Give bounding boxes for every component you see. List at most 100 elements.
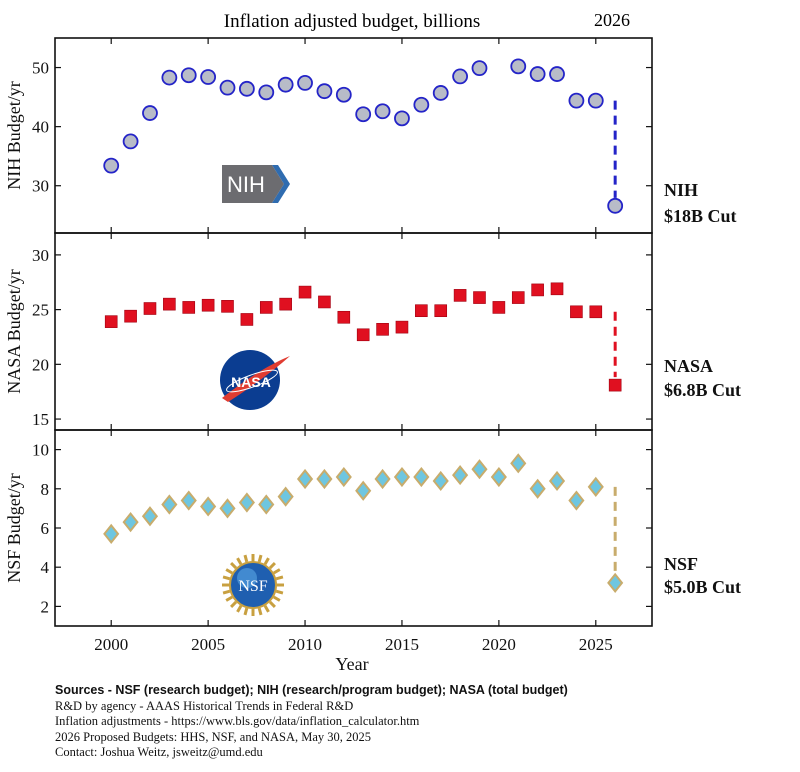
data-point: [103, 523, 120, 544]
data-point: [434, 304, 448, 318]
data-point: [161, 494, 178, 515]
data-point: [587, 476, 604, 497]
data-point: [355, 106, 372, 123]
data-point: [163, 297, 176, 311]
data-point: [511, 291, 525, 304]
agency-annotation: NSF: [664, 554, 698, 574]
nsf-logo-ray: [273, 568, 281, 575]
data-point: [452, 464, 469, 486]
data-point: [219, 79, 236, 96]
x-tick-label: 2010: [288, 635, 322, 654]
data-point: [238, 80, 255, 97]
data-point: [607, 197, 624, 214]
data-point: [374, 103, 391, 120]
data-point: [471, 459, 488, 480]
nih-logo: NIH: [222, 165, 290, 203]
data-point: [413, 96, 430, 113]
data-point: [219, 498, 236, 519]
nsf-logo-ray: [275, 575, 284, 581]
data-point: [510, 58, 527, 75]
nsf-logo-ray: [236, 557, 243, 565]
data-point: [568, 92, 585, 109]
y-tick-label: 10: [32, 441, 49, 460]
data-point: [141, 506, 159, 527]
sources-line: R&D by agency - AAAS Historical Trends i…: [55, 698, 354, 713]
sources-line: Sources - NSF (research budget); NIH (re…: [55, 683, 568, 697]
agency-annotation: NASA: [664, 356, 713, 376]
nsf-logo-ray: [222, 589, 231, 595]
nsf-logo-ray: [230, 600, 238, 608]
data-point: [296, 468, 314, 490]
nasa-logo-orbit: [226, 369, 278, 393]
x-tick-label: 2000: [94, 635, 128, 654]
data-point: [142, 105, 158, 121]
data-point: [200, 69, 217, 85]
cut-annotation: $18B Cut: [664, 206, 737, 226]
data-point: [529, 66, 546, 82]
nsf-logo-ray: [236, 605, 243, 613]
x-tick-label: 2020: [482, 635, 516, 654]
cut-annotation: $5.0B Cut: [664, 577, 741, 597]
data-point: [452, 68, 469, 85]
y-axis-label: NSF Budget/yr: [4, 473, 24, 583]
y-tick-label: 2: [41, 597, 50, 616]
data-point: [335, 466, 352, 488]
data-point: [258, 494, 275, 515]
data-point: [453, 289, 467, 302]
nsf-logo-ray: [257, 554, 263, 563]
data-point: [337, 310, 351, 324]
data-point: [298, 285, 312, 299]
y-tick-label: 20: [32, 355, 49, 374]
data-point: [549, 66, 565, 82]
x-tick-label: 2025: [579, 635, 613, 654]
y-tick-label: 30: [32, 177, 49, 196]
nsf-logo-ray: [243, 607, 249, 616]
y-tick-label: 40: [32, 118, 49, 137]
data-point: [394, 110, 410, 127]
nih-logo-text: NIH: [227, 172, 265, 197]
y-tick-label: 25: [32, 301, 49, 320]
nsf-logo-ray: [275, 589, 284, 595]
data-point: [335, 86, 352, 103]
panel-nsf: 2 4 6 8 10 NSF Budget/yr NSF $5.0B Cut NSF 2000 20…: [4, 429, 741, 674]
panel-frame: [54, 429, 653, 627]
sources-line: Inflation adjustments - https://www.bls.…: [55, 714, 420, 729]
data-point: [548, 470, 566, 492]
nih-logo-chevron: [272, 165, 290, 203]
data-point: [492, 301, 506, 314]
y-tick-label: 8: [41, 480, 50, 499]
sources-line: 2026 Proposed Budgets: HHS, NSF, and NAS…: [55, 729, 372, 744]
x-tick-label: 2015: [385, 635, 419, 654]
data-point: [550, 282, 564, 296]
y-tick-label: 15: [32, 410, 49, 429]
budget-chart: Inflation adjusted budget, billions 20 2 6…: [4, 10, 741, 674]
nih-logo-body: [222, 165, 284, 203]
panel-nih: 30 40 50 NIH Budget/yr NIH $18B Cut NIH: [4, 37, 737, 234]
data-point: [432, 85, 449, 101]
data-point: [277, 486, 294, 507]
nsf-logo-ray: [230, 562, 238, 570]
data-point: [608, 378, 622, 392]
data-point: [103, 157, 120, 174]
data-point: [529, 478, 546, 499]
cut-annotation: $6.8B Cut: [664, 380, 741, 400]
data-point: [490, 466, 507, 488]
data-point: [258, 84, 275, 101]
data-point: [395, 320, 409, 334]
data-point: [297, 75, 313, 91]
panel-frame: [54, 37, 653, 234]
data-point: [277, 76, 294, 93]
y-tick-label: 50: [32, 59, 49, 78]
nsf-logo-text: NSF: [238, 578, 267, 595]
data-point: [355, 480, 372, 501]
data-point: [124, 309, 137, 323]
data-point: [607, 572, 624, 593]
data-point: [259, 301, 273, 314]
y-tick-label: 6: [41, 519, 50, 538]
y-tick-label: 30: [32, 246, 49, 265]
data-point: [180, 490, 197, 511]
chart-title: Inflation adjusted budget, billions: [224, 11, 480, 32]
data-point: [376, 323, 389, 336]
y-axis-label: NIH Budget/yr: [4, 81, 24, 189]
data-point: [316, 83, 333, 100]
